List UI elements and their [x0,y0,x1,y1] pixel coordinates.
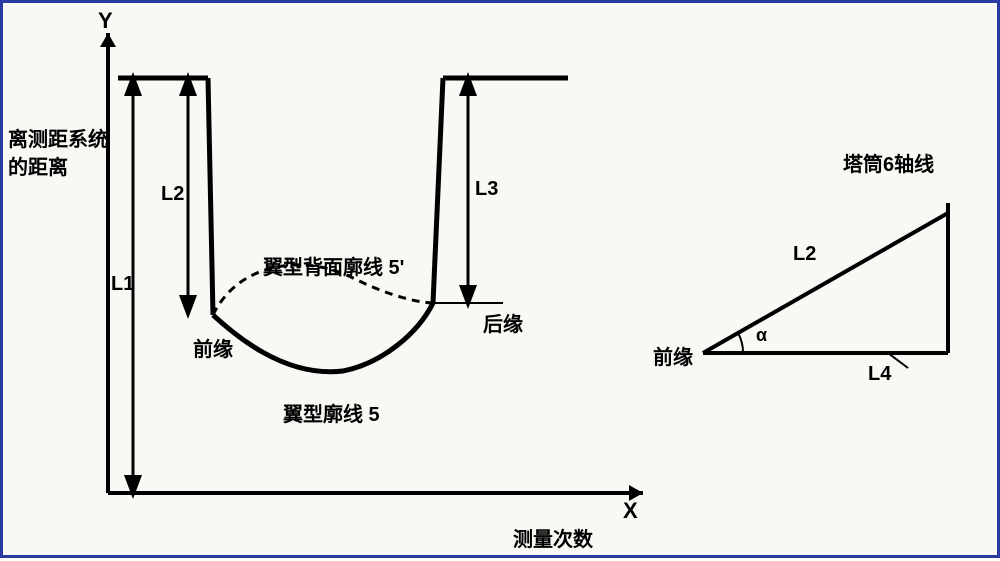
left-drop-line [208,78,213,315]
tower-axis-label: 塔筒6轴线 [843,148,934,177]
x-axis-sublabel: 测量次数 [513,523,593,552]
x-axis-label: X [623,498,638,524]
front-profile-curve [213,303,433,372]
front-profile-label: 翼型廓线 5 [283,398,380,427]
leading-edge-label-right: 前缘 [653,341,693,370]
back-profile-label: 翼型背面廓线 5' [263,251,404,280]
y-side-label-2: 的距离 [8,151,68,180]
y-axis-label: Y [98,8,113,34]
diagram-svg [3,3,1000,561]
dimension-L2-label: L2 [161,183,184,206]
y-axis-arrow-icon [100,33,116,47]
triangle-hypotenuse [703,213,948,353]
alpha-label: α [756,325,767,346]
right-triangle-group [703,203,948,368]
leading-edge-label-left: 前缘 [193,333,233,362]
dimension-L3-label: L3 [475,178,498,201]
y-side-label-1: 离测距系统 [8,123,108,152]
right-L2-label: L2 [793,243,816,266]
trailing-edge-label: 后缘 [483,308,523,337]
angle-arc [738,333,743,353]
diagram-canvas: Y X 测量次数 离测距系统 的距离 L1 L2 L3 前缘 后缘 翼型背面廓线… [0,0,1000,558]
dimension-L1-label: L1 [111,273,134,296]
right-L4-label: L4 [868,363,891,386]
right-rise-line [433,78,443,303]
